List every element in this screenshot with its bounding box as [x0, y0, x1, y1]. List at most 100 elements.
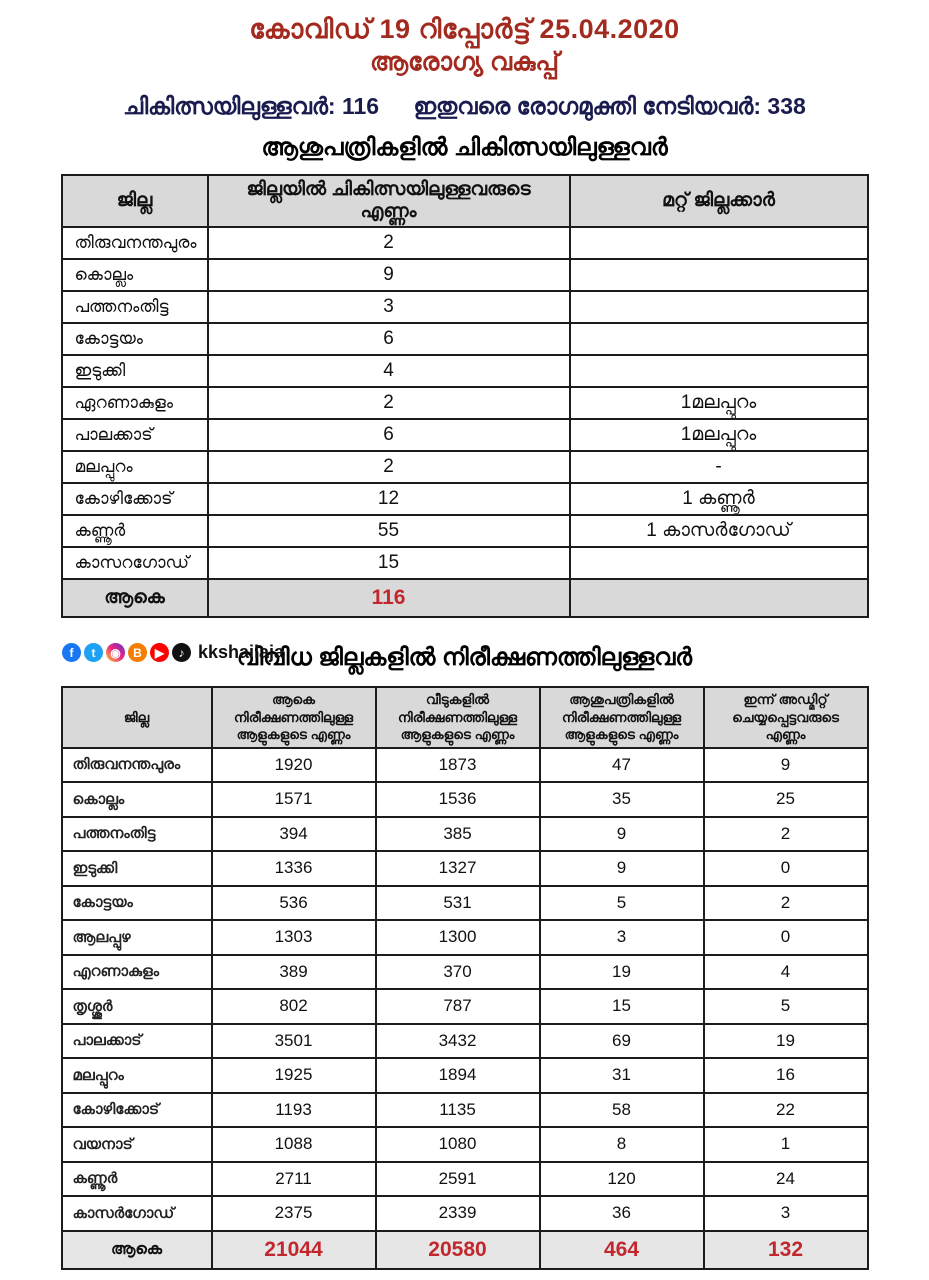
total-label: ആകെ — [60, 578, 209, 618]
table-row: തൃശ്ശൂർ 802 787 15 5 — [60, 988, 869, 1025]
cell-other: 1 കണ്ണൂർ — [568, 482, 869, 516]
cell-home: 1873 — [374, 746, 541, 784]
cell-district: പാലക്കാട് — [60, 418, 209, 452]
total-admitted-today: 132 — [702, 1229, 869, 1270]
cell-district: പത്തനംതിട്ട — [60, 290, 209, 324]
table-row: വയനാട് 1088 1080 8 1 — [60, 1126, 869, 1163]
blogger-icon[interactable]: B — [128, 643, 147, 662]
hospital-table-total-row: ആകെ 116 — [60, 578, 869, 618]
cell-hospital: 35 — [538, 781, 705, 818]
cell-hospital: 9 — [538, 815, 705, 853]
observation-table-heading: വിവിധ ജില്ലകളിൽ നിരീക്ഷണത്തിലുള്ളവർ — [236, 644, 693, 671]
table-row: മലപ്പുറം 2- — [60, 450, 869, 484]
cell-district: കണ്ണൂർ — [60, 1160, 213, 1198]
cell-hospital: 120 — [538, 1160, 705, 1198]
cell-count: 2 — [206, 226, 571, 260]
column-header-admitted-today: ഇന്ന് അഡ്മിറ്റ് ചെയ്യപ്പെട്ടവരുടെ എണ്ണം — [702, 686, 869, 749]
cell-other — [568, 258, 869, 292]
cell-count: 55 — [206, 514, 571, 548]
observation-table: ജില്ല ആകെ നിരീക്ഷണത്തിലുള്ള ആളുകളുടെ എണ്… — [60, 686, 869, 1270]
table-row: കോഴിക്കോട് 12 1 കണ്ണൂർ — [60, 482, 869, 516]
table-row: കൊല്ലം 1571 1536 35 25 — [60, 781, 869, 818]
cell-total: 1193 — [210, 1091, 377, 1129]
total-other — [568, 578, 869, 618]
cell-hospital: 5 — [538, 884, 705, 922]
cell-total: 536 — [210, 884, 377, 922]
cell-district: ഏറണാകുളം — [60, 386, 209, 420]
cell-count: 6 — [206, 322, 571, 356]
column-header-district: ജില്ല — [60, 686, 213, 749]
table-row: കാസർഗോഡ് 2375 2339 36 3 — [60, 1195, 869, 1232]
cell-count: 3 — [206, 290, 571, 324]
table-row: കോഴിക്കോട് 1193 1135 58 22 — [60, 1091, 869, 1129]
cell-district: കോട്ടയം — [60, 322, 209, 356]
table-row: ആലപ്പുഴ 1303 1300 3 0 — [60, 919, 869, 956]
cell-total: 1303 — [210, 919, 377, 956]
table-row: തിരുവനന്തപുരം 1920 1873 47 9 — [60, 746, 869, 784]
total-home-observed: 20580 — [374, 1229, 541, 1270]
cell-count: 2 — [206, 450, 571, 484]
cell-admitted: 1 — [702, 1126, 869, 1163]
report-subtitle: ആരോഗ്യ വകുപ്പ് — [369, 48, 560, 76]
cell-other — [568, 546, 869, 580]
cell-district: തിരുവനന്തപുരം — [60, 746, 213, 784]
table-row: പാലക്കാട് 6 1മലപ്പുറം — [60, 418, 869, 452]
cell-hospital: 58 — [538, 1091, 705, 1129]
cell-district: കോഴിക്കോട് — [60, 482, 209, 516]
cell-district: കണ്ണൂർ — [60, 514, 209, 548]
cell-admitted: 0 — [702, 850, 869, 887]
cell-district: ഇടുക്കി — [60, 354, 209, 388]
cell-home: 1536 — [374, 781, 541, 818]
cell-admitted: 24 — [702, 1160, 869, 1198]
cell-admitted: 3 — [702, 1195, 869, 1232]
hospital-table-heading: ആശുപത്രികളിൽ ചികിത്സയിലുള്ളവർ — [261, 134, 668, 161]
cell-total: 1920 — [210, 746, 377, 784]
table-row: കൊല്ലം 9 — [60, 258, 869, 292]
cell-hospital: 9 — [538, 850, 705, 887]
column-header-home-observed: വീടുകളിൽ നിരീക്ഷണത്തിലുള്ള ആളുകളുടെ എണ്ണ… — [374, 686, 541, 749]
instagram-icon[interactable]: ◉ — [106, 643, 125, 662]
cell-count: 4 — [206, 354, 571, 388]
cell-district: തൃശ്ശൂർ — [60, 988, 213, 1025]
facebook-icon[interactable]: f — [62, 643, 81, 662]
cell-admitted: 0 — [702, 919, 869, 956]
cell-home: 3432 — [374, 1022, 541, 1060]
cell-total: 394 — [210, 815, 377, 853]
cell-other — [568, 322, 869, 356]
table-row: ഇടുക്കി 4 — [60, 354, 869, 388]
cell-hospital: 8 — [538, 1126, 705, 1163]
cell-district: മലപ്പുറം — [60, 1057, 213, 1094]
table-row: എറണാകുളം 389 370 19 4 — [60, 953, 869, 991]
cell-district: കാസർഗോഡ് — [60, 1195, 213, 1232]
cell-admitted: 2 — [702, 815, 869, 853]
recovered-stat: ഇതുവരെ രോഗമുക്തി നേടിയവർ: 338 — [413, 93, 806, 119]
cell-total: 3501 — [210, 1022, 377, 1060]
table-row: ഏറണാകുളം 2 1മലപ്പുറം — [60, 386, 869, 420]
cell-total: 2711 — [210, 1160, 377, 1198]
cell-district: മലപ്പുറം — [60, 450, 209, 484]
twitter-icon[interactable]: t — [84, 643, 103, 662]
column-header-other-districts: മറ്റ് ജില്ലക്കാർ — [568, 174, 869, 228]
social-handle: kkshailaja — [198, 642, 285, 662]
table-row: കോട്ടയം 536 531 5 2 — [60, 884, 869, 922]
table-row: കാസറഗോഡ് 15 — [60, 546, 869, 580]
cell-home: 1300 — [374, 919, 541, 956]
cell-home: 2339 — [374, 1195, 541, 1232]
cell-home: 1080 — [374, 1126, 541, 1163]
cell-district: വയനാട് — [60, 1126, 213, 1163]
cell-count: 9 — [206, 258, 571, 292]
cell-admitted: 9 — [702, 746, 869, 784]
tiktok-icon[interactable]: ♪ — [172, 643, 191, 662]
cell-home: 385 — [374, 815, 541, 853]
cell-other: 1 കാസർഗോഡ് — [568, 514, 869, 548]
cell-district: കോട്ടയം — [60, 884, 213, 922]
cell-district: കാസറഗോഡ് — [60, 546, 209, 580]
youtube-icon[interactable]: ▶ — [150, 643, 169, 662]
cell-count: 2 — [206, 386, 571, 420]
cell-hospital: 69 — [538, 1022, 705, 1060]
hospital-treatment-table: ജില്ല ജില്ലയിൽ ചികിത്സയിലുള്ളവരുടെ എണ്ണം… — [60, 174, 869, 618]
cell-admitted: 4 — [702, 953, 869, 991]
cell-admitted: 16 — [702, 1057, 869, 1094]
cell-count: 15 — [206, 546, 571, 580]
